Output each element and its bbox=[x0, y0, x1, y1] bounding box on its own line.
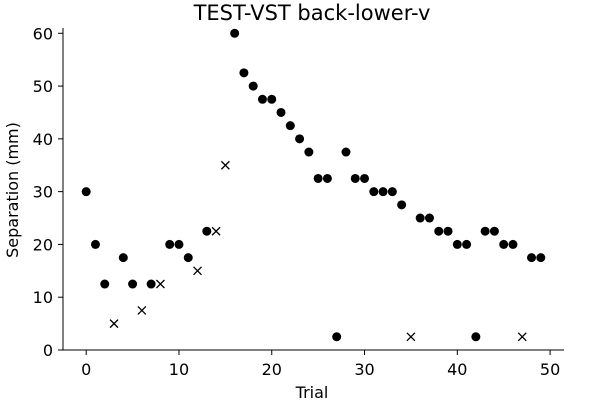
data-point-circle bbox=[90, 239, 100, 249]
data-point-circle bbox=[100, 279, 110, 289]
data-point-circle bbox=[387, 187, 397, 197]
data-point-x bbox=[137, 305, 147, 315]
data-point-circle bbox=[239, 68, 249, 78]
y-tick-label: 60 bbox=[33, 24, 53, 43]
data-point-circle bbox=[443, 226, 453, 236]
data-point-circle bbox=[202, 226, 212, 236]
data-point-x bbox=[220, 160, 230, 170]
y-tick-label: 50 bbox=[33, 77, 53, 96]
x-axis-ticks: 0 10 20 30 40 50 bbox=[81, 350, 560, 379]
data-point-circle bbox=[295, 134, 305, 144]
data-point-circle bbox=[341, 147, 351, 157]
y-tick-label: 20 bbox=[33, 235, 53, 254]
y-axis-ticks: 0 10 20 30 40 50 60 bbox=[33, 24, 63, 360]
data-point-circle bbox=[424, 213, 434, 223]
data-point-circle bbox=[146, 279, 156, 289]
data-point-circle bbox=[480, 226, 490, 236]
data-point-x bbox=[406, 332, 416, 342]
data-point-circle bbox=[248, 81, 258, 91]
data-point-circle bbox=[174, 239, 184, 249]
data-point-circle bbox=[332, 332, 342, 342]
y-tick-label: 0 bbox=[43, 341, 53, 360]
data-point-circle bbox=[230, 28, 240, 38]
data-point-circle bbox=[434, 226, 444, 236]
y-tick-label: 30 bbox=[33, 183, 53, 202]
data-point-x bbox=[193, 266, 202, 276]
data-point-x bbox=[155, 279, 165, 289]
data-point-circle bbox=[489, 226, 499, 236]
plot-area bbox=[81, 28, 546, 342]
x-tick-label: 40 bbox=[447, 360, 467, 379]
data-point-x bbox=[211, 226, 221, 236]
data-point-circle bbox=[499, 239, 509, 249]
data-point-circle bbox=[257, 94, 267, 104]
y-tick-label: 40 bbox=[33, 130, 53, 149]
data-point-circle bbox=[183, 253, 193, 263]
data-point-circle bbox=[165, 239, 175, 249]
y-tick-label: 10 bbox=[33, 288, 53, 307]
data-point-circle bbox=[81, 187, 91, 197]
data-point-circle bbox=[313, 173, 323, 183]
data-point-x bbox=[109, 319, 119, 329]
data-point-circle bbox=[397, 200, 407, 210]
data-point-circle bbox=[471, 332, 481, 342]
data-point-circle bbox=[536, 253, 546, 263]
data-point-circle bbox=[322, 173, 332, 183]
data-point-circle bbox=[350, 173, 360, 183]
data-point-circle bbox=[128, 279, 138, 289]
data-point-circle bbox=[369, 187, 379, 197]
data-point-circle bbox=[452, 239, 462, 249]
x-tick-label: 0 bbox=[81, 360, 91, 379]
data-point-circle bbox=[276, 107, 286, 117]
data-point-circle bbox=[360, 173, 370, 183]
data-point-circle bbox=[378, 187, 388, 197]
x-tick-label: 20 bbox=[262, 360, 282, 379]
data-point-circle bbox=[304, 147, 314, 157]
data-point-circle bbox=[508, 239, 518, 249]
data-point-circle bbox=[118, 253, 128, 263]
data-point-circle bbox=[527, 253, 537, 263]
data-point-circle bbox=[285, 121, 295, 131]
x-tick-label: 50 bbox=[540, 360, 560, 379]
chart-title: TEST-VST back-lower-v bbox=[193, 1, 431, 25]
data-point-circle bbox=[415, 213, 425, 223]
data-point-circle bbox=[462, 239, 472, 249]
x-tick-label: 30 bbox=[354, 360, 374, 379]
data-point-circle bbox=[267, 94, 277, 104]
y-axis-label: Separation (mm) bbox=[3, 122, 22, 258]
x-axis-label: Trial bbox=[295, 383, 329, 400]
data-point-x bbox=[517, 332, 527, 342]
x-tick-label: 10 bbox=[169, 360, 189, 379]
